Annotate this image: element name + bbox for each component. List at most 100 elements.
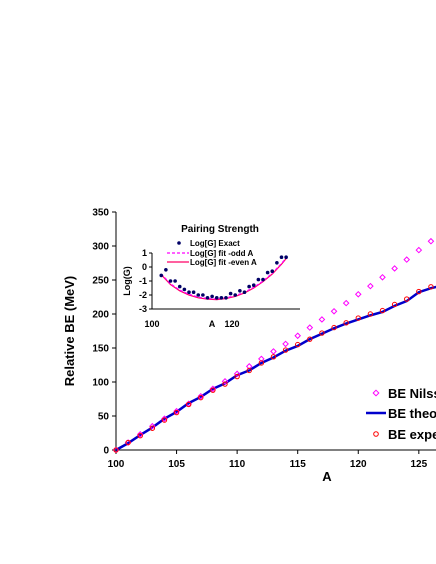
point-be-nilss [233, 370, 241, 378]
inset-y-tick-label: -3 [139, 304, 147, 314]
point-be-expe [379, 307, 386, 314]
inset-y-tick-label: -2 [139, 290, 147, 300]
point-be-expe [270, 354, 277, 360]
inset-point-exact [247, 284, 251, 289]
point-be-nilss [245, 363, 253, 370]
point-be-expe [331, 324, 337, 331]
y-tick-label: 50 [98, 412, 110, 423]
point-be-expe [113, 447, 119, 453]
y-axis-title: Relative BE (MeV) [62, 276, 77, 387]
point-be-nilss [282, 340, 289, 348]
point-be-expe [294, 341, 301, 348]
inset-point-exact [187, 290, 191, 295]
y-tick-label: 300 [92, 242, 109, 253]
x-tick-label: 115 [290, 459, 307, 470]
x-axis-title: A [322, 469, 332, 484]
point-be-expe [198, 394, 204, 401]
inset-y-axis-title: Log(G) [122, 266, 132, 296]
inset-x-tick-label: 120 [224, 319, 239, 329]
point-be-expe [307, 336, 313, 342]
x-tick-label: 125 [410, 459, 427, 470]
inset-point-exact [210, 294, 214, 299]
series-line-be-theo [115, 285, 436, 452]
point-be-expe [173, 409, 180, 416]
inset-title: Pairing Strength [181, 224, 259, 235]
point-be-nilss [221, 378, 229, 385]
point-be-nilss [379, 273, 386, 281]
point-be-nilss [258, 355, 265, 363]
point-be-expe [246, 367, 252, 374]
inset-y-tick-label: 1 [142, 248, 147, 258]
y-tick-label: 350 [92, 208, 109, 219]
point-be-expe [282, 347, 289, 353]
inset-legend-label: Log[G] fit -odd A [190, 249, 253, 258]
point-be-nilss [294, 332, 302, 340]
inset-point-exact [242, 290, 247, 295]
inset-point-exact [182, 287, 187, 292]
inset-point-exact [173, 279, 177, 283]
point-be-nilss [270, 348, 277, 355]
point-be-nilss [318, 316, 326, 323]
inset-y-tick-label: 0 [142, 262, 147, 272]
point-be-expe [343, 320, 349, 326]
legend-label: BE Nilss [388, 386, 436, 401]
point-be-nilss [136, 431, 144, 438]
inset-point-exact [205, 296, 210, 300]
x-tick-label: 100 [108, 459, 125, 470]
legend: BE Nilss BE theo BE expe [366, 386, 436, 442]
point-be-expe [258, 360, 265, 366]
inset-y-tick-label: -1 [139, 276, 147, 286]
point-be-expe [391, 301, 398, 308]
point-be-expe [222, 381, 228, 387]
legend-marker-be-expe [373, 431, 379, 437]
inset-point-exact [219, 296, 224, 300]
inset-point-exact [191, 290, 196, 295]
point-be-expe [137, 433, 143, 439]
inset-point-exact [256, 277, 261, 282]
inset-point-exact [270, 269, 275, 274]
inset-legend-label: Log[G] fit -even A [190, 258, 257, 267]
y-tick-label: 0 [103, 446, 109, 457]
inset-point-exact [196, 293, 201, 297]
inset-legend-marker-exact [177, 241, 181, 245]
x-tick-label: 120 [350, 459, 367, 470]
point-be-nilss [209, 385, 217, 393]
point-be-expe [319, 330, 325, 336]
inset-point-exact [251, 283, 256, 288]
point-be-expe [404, 296, 410, 302]
inset-point-exact [168, 279, 173, 283]
point-be-expe [185, 401, 192, 408]
point-be-nilss [149, 422, 156, 430]
inset-point-exact [265, 270, 270, 275]
legend-marker-be-nilss [372, 389, 380, 397]
x-tick-label: 105 [168, 459, 185, 470]
inset-point-exact [261, 277, 265, 282]
inset-legend-label: Log[G] Exact [190, 239, 240, 248]
inset-point-exact [159, 273, 164, 278]
point-be-nilss [306, 324, 314, 331]
y-tick-label: 150 [92, 344, 109, 355]
point-be-nilss [403, 256, 411, 263]
inset-point-exact [275, 261, 279, 265]
inset-point-exact [164, 268, 168, 272]
point-be-expe [428, 284, 434, 290]
point-be-nilss [391, 265, 398, 272]
y-tick-label: 100 [92, 378, 109, 389]
point-be-expe [149, 425, 156, 431]
inset-point-exact [233, 293, 238, 297]
point-be-nilss [330, 307, 338, 315]
x-tick-label: 110 [229, 459, 246, 470]
point-be-expe [210, 387, 216, 393]
point-be-nilss [197, 392, 205, 400]
point-be-nilss [342, 299, 350, 307]
point-be-expe [234, 373, 240, 380]
legend-label: BE expe [388, 427, 436, 442]
inset-x-axis-title: A [209, 319, 216, 329]
point-be-expe [125, 439, 131, 446]
main-plot: 0 50 100 150 200 250 300 350 100 105 110 115 120 125 A… [62, 208, 436, 484]
inset-point-exact [238, 289, 242, 293]
point-be-expe [161, 417, 168, 423]
point-be-nilss [354, 290, 362, 298]
inset-point-exact [201, 293, 205, 297]
